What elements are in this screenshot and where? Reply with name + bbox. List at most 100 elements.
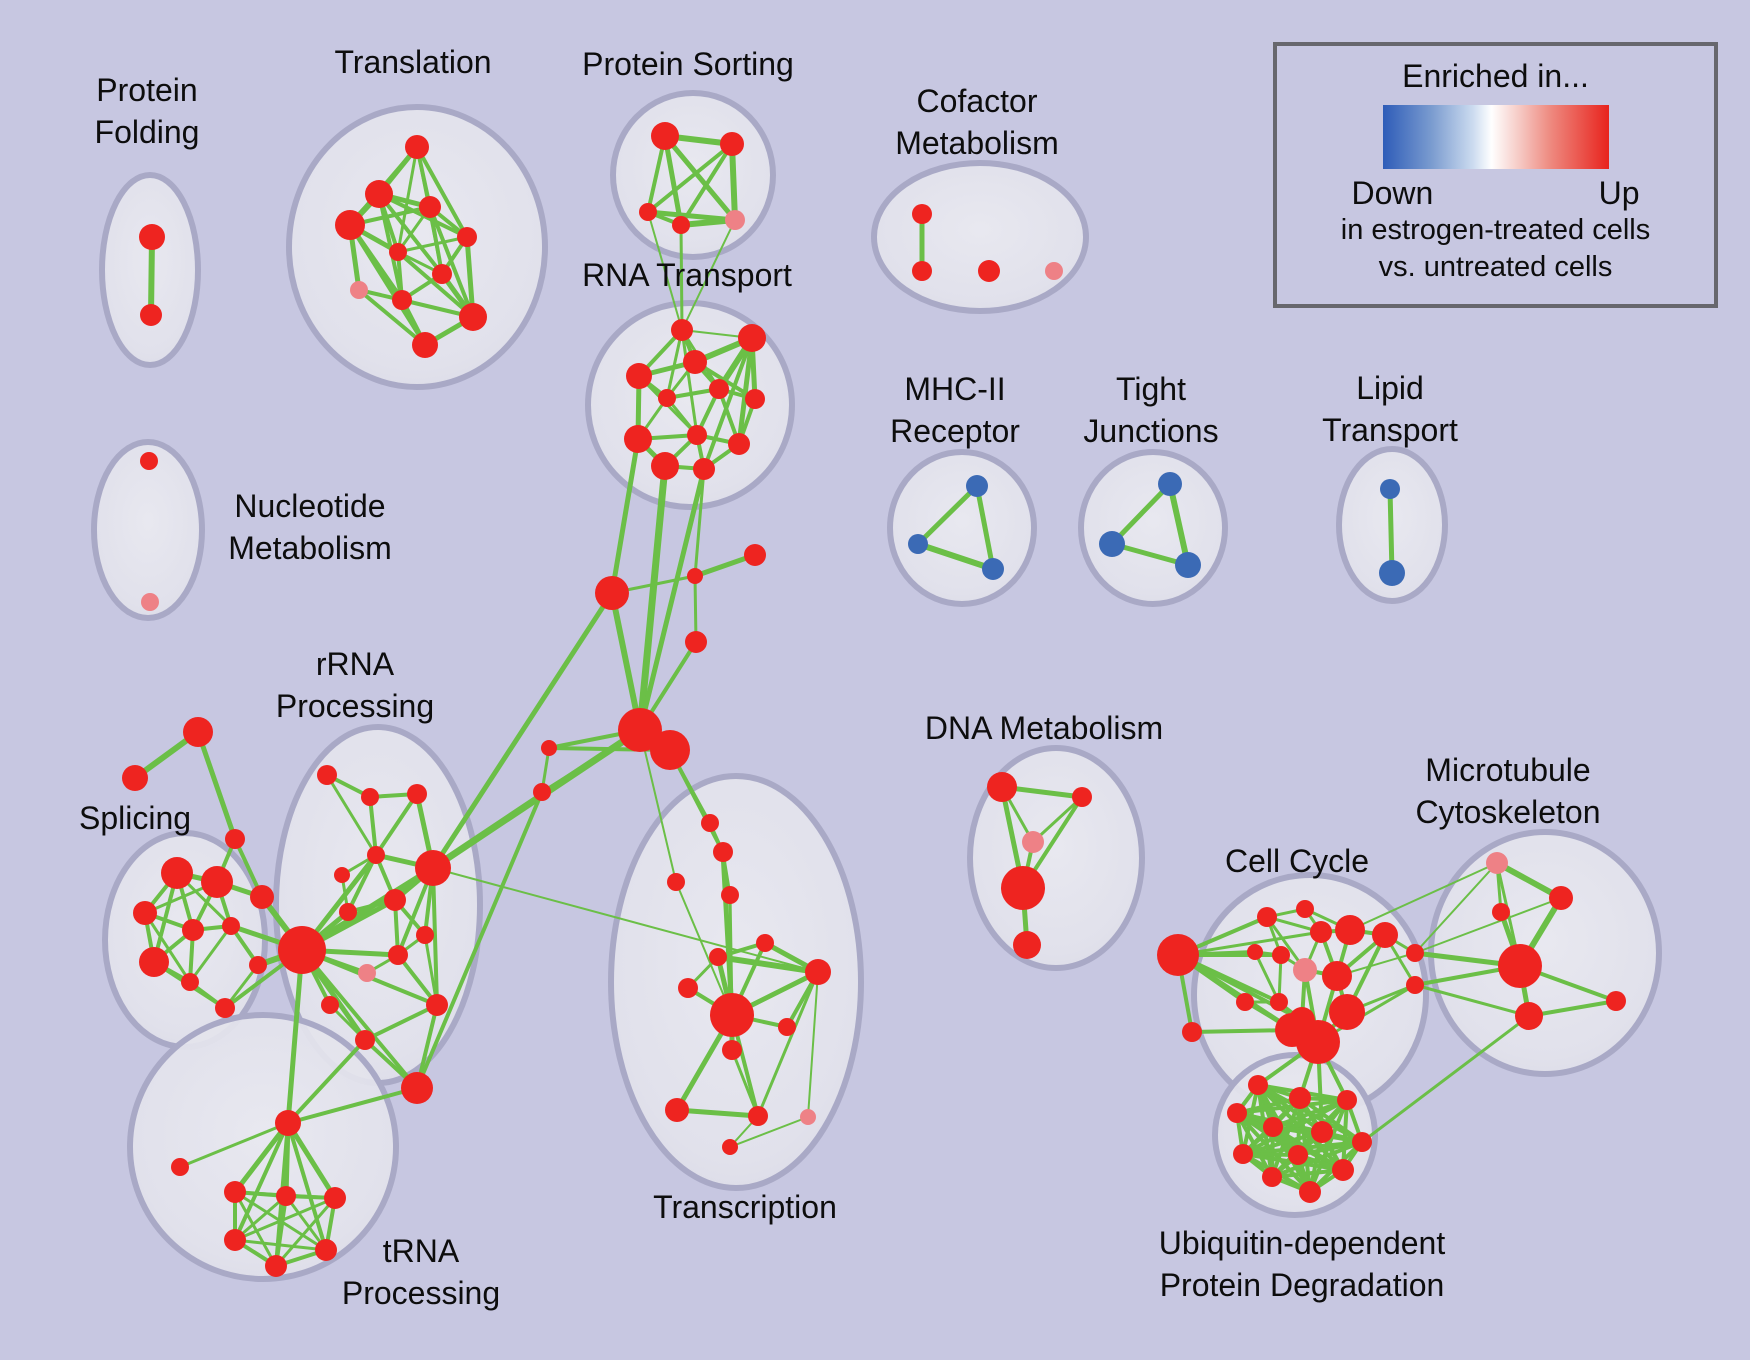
network-node-pf2 — [140, 304, 162, 326]
cluster-label-protein-sorting: Protein Sorting — [582, 46, 794, 82]
network-node-r3 — [407, 784, 427, 804]
network-node-rt10 — [728, 433, 750, 455]
network-node-cm1 — [912, 204, 932, 224]
network-node-cm3 — [978, 260, 1000, 282]
network-edge-b2-b3 — [915, 541, 996, 572]
network-node-m3 — [744, 544, 766, 566]
network-node-r10 — [384, 889, 406, 911]
network-edge-r6-m1 — [430, 590, 615, 871]
network-node-t5 — [457, 227, 477, 247]
network-node-u2 — [1289, 1087, 1311, 1109]
network-edge-r1-r4 — [325, 773, 378, 857]
network-node-n2 — [141, 593, 159, 611]
network-node-t11 — [412, 332, 438, 358]
network-edge-u3-u4 — [1235, 1098, 1349, 1115]
network-node-m2 — [687, 568, 703, 584]
network-node-u11 — [1262, 1167, 1282, 1187]
cluster-label-splicing: Splicing — [79, 800, 191, 836]
network-node-rt1 — [671, 319, 693, 341]
network-node-u8 — [1233, 1144, 1253, 1164]
network-node-c1 — [1257, 907, 1277, 927]
network-node-u10 — [1332, 1159, 1354, 1181]
network-edge-r15-tn0 — [286, 1038, 367, 1125]
network-node-r11 — [358, 964, 376, 982]
network-node-rt3 — [683, 350, 707, 374]
network-node-t9 — [392, 290, 412, 310]
network-node-tr2 — [713, 842, 733, 862]
network-node-r16 — [321, 996, 339, 1014]
network-edge-r7-r17 — [300, 948, 419, 1090]
network-edge-b5-b6 — [1109, 541, 1191, 568]
network-node-b8 — [1379, 560, 1405, 586]
network-edge-rt11-m5 — [636, 462, 669, 734]
network-node-r7 — [278, 926, 326, 974]
network-node-tr6 — [756, 934, 774, 952]
cluster-label-transcription: Transcription — [653, 1189, 837, 1225]
network-edge-m2-m4 — [693, 574, 698, 644]
network-node-tn2 — [276, 1186, 296, 1206]
network-node-c7 — [1293, 958, 1317, 982]
network-node-tn5 — [315, 1239, 337, 1261]
cluster-ellipse-mhc-ii-receptor — [887, 449, 1037, 607]
network-node-c11 — [1329, 994, 1365, 1030]
network-edge-t8-t11 — [357, 288, 427, 347]
network-node-t7 — [432, 264, 452, 284]
network-edge-sx1-sc — [195, 729, 238, 842]
network-node-n1 — [140, 452, 158, 470]
network-node-c14 — [1275, 1013, 1309, 1047]
network-edge-s3-s7 — [143, 911, 192, 984]
network-node-c16 — [1372, 922, 1398, 948]
cluster-ellipse-dna-metabolism — [967, 745, 1145, 971]
network-edge-c5-c10 — [1253, 950, 1281, 1004]
network-node-r6 — [415, 850, 451, 886]
network-node-pf1 — [139, 224, 165, 250]
cluster-ellipse-microtubule-cytoskeleton — [1428, 829, 1662, 1077]
legend-title: Enriched in... — [1402, 58, 1589, 94]
cluster-label-cofactor-metabolism: Cofactor Metabolism — [895, 83, 1059, 161]
network-node-s9 — [249, 956, 267, 974]
network-edge-tr8-tr14 — [807, 971, 819, 1118]
network-edge-b1-b2 — [915, 483, 980, 547]
network-edge-u4-u8 — [1241, 1098, 1349, 1156]
network-node-d4 — [1001, 866, 1045, 910]
cluster-label-lipid-transport: Lipid Transport — [1322, 370, 1458, 448]
network-node-rt9 — [687, 425, 707, 445]
network-edge-tn2-tn5 — [284, 1194, 328, 1252]
network-node-m5 — [618, 708, 662, 752]
network-edge-b4-b6 — [1167, 481, 1191, 568]
network-node-t4 — [335, 210, 365, 240]
network-node-u6 — [1311, 1121, 1333, 1143]
network-node-sx1 — [183, 717, 213, 747]
network-node-rt7 — [745, 389, 765, 409]
network-node-c15 — [1182, 1022, 1202, 1042]
network-node-m1 — [595, 576, 629, 610]
network-edge-mc2-mt3 — [1413, 983, 1531, 1018]
cluster-label-protein-folding: Protein Folding — [95, 72, 200, 150]
network-node-cm2 — [912, 261, 932, 281]
network-edge-r6-r14 — [431, 866, 439, 1007]
network-edge-rt1-rt6 — [665, 328, 684, 400]
cluster-ellipse-nucleotide-metabolism — [91, 439, 205, 621]
network-node-u4 — [1337, 1090, 1357, 1110]
network-edge-c4-mtp — [1349, 862, 1498, 931]
network-node-r4 — [367, 846, 385, 864]
network-node-u1 — [1248, 1075, 1268, 1095]
network-node-c3 — [1310, 921, 1332, 943]
network-node-mt2 — [1492, 903, 1510, 921]
network-node-sx2 — [122, 765, 148, 791]
cluster-label-microtubule-cytoskeleton: Microtubule Cytoskeleton — [1416, 752, 1601, 830]
cluster-label-rna-transport: RNA Transport — [582, 257, 792, 293]
network-node-mt3 — [1515, 1002, 1543, 1030]
network-node-tn3 — [324, 1187, 346, 1209]
network-node-c6 — [1272, 946, 1290, 964]
cluster-ellipse-cofactor-metabolism — [871, 160, 1089, 314]
cluster-label-ubiquitin-degradation: Ubiquitin-dependent Protein Degradation — [1159, 1225, 1446, 1303]
network-node-tn4 — [224, 1229, 246, 1251]
network-node-rt11 — [651, 452, 679, 480]
network-edge-ps2-ps4 — [679, 142, 734, 227]
network-edge-b7-b8 — [1387, 486, 1395, 576]
network-node-m6 — [650, 730, 690, 770]
legend-subtitle-line1: in estrogen-treated cells — [1340, 214, 1651, 246]
legend-gradient-bar — [1382, 105, 1609, 169]
